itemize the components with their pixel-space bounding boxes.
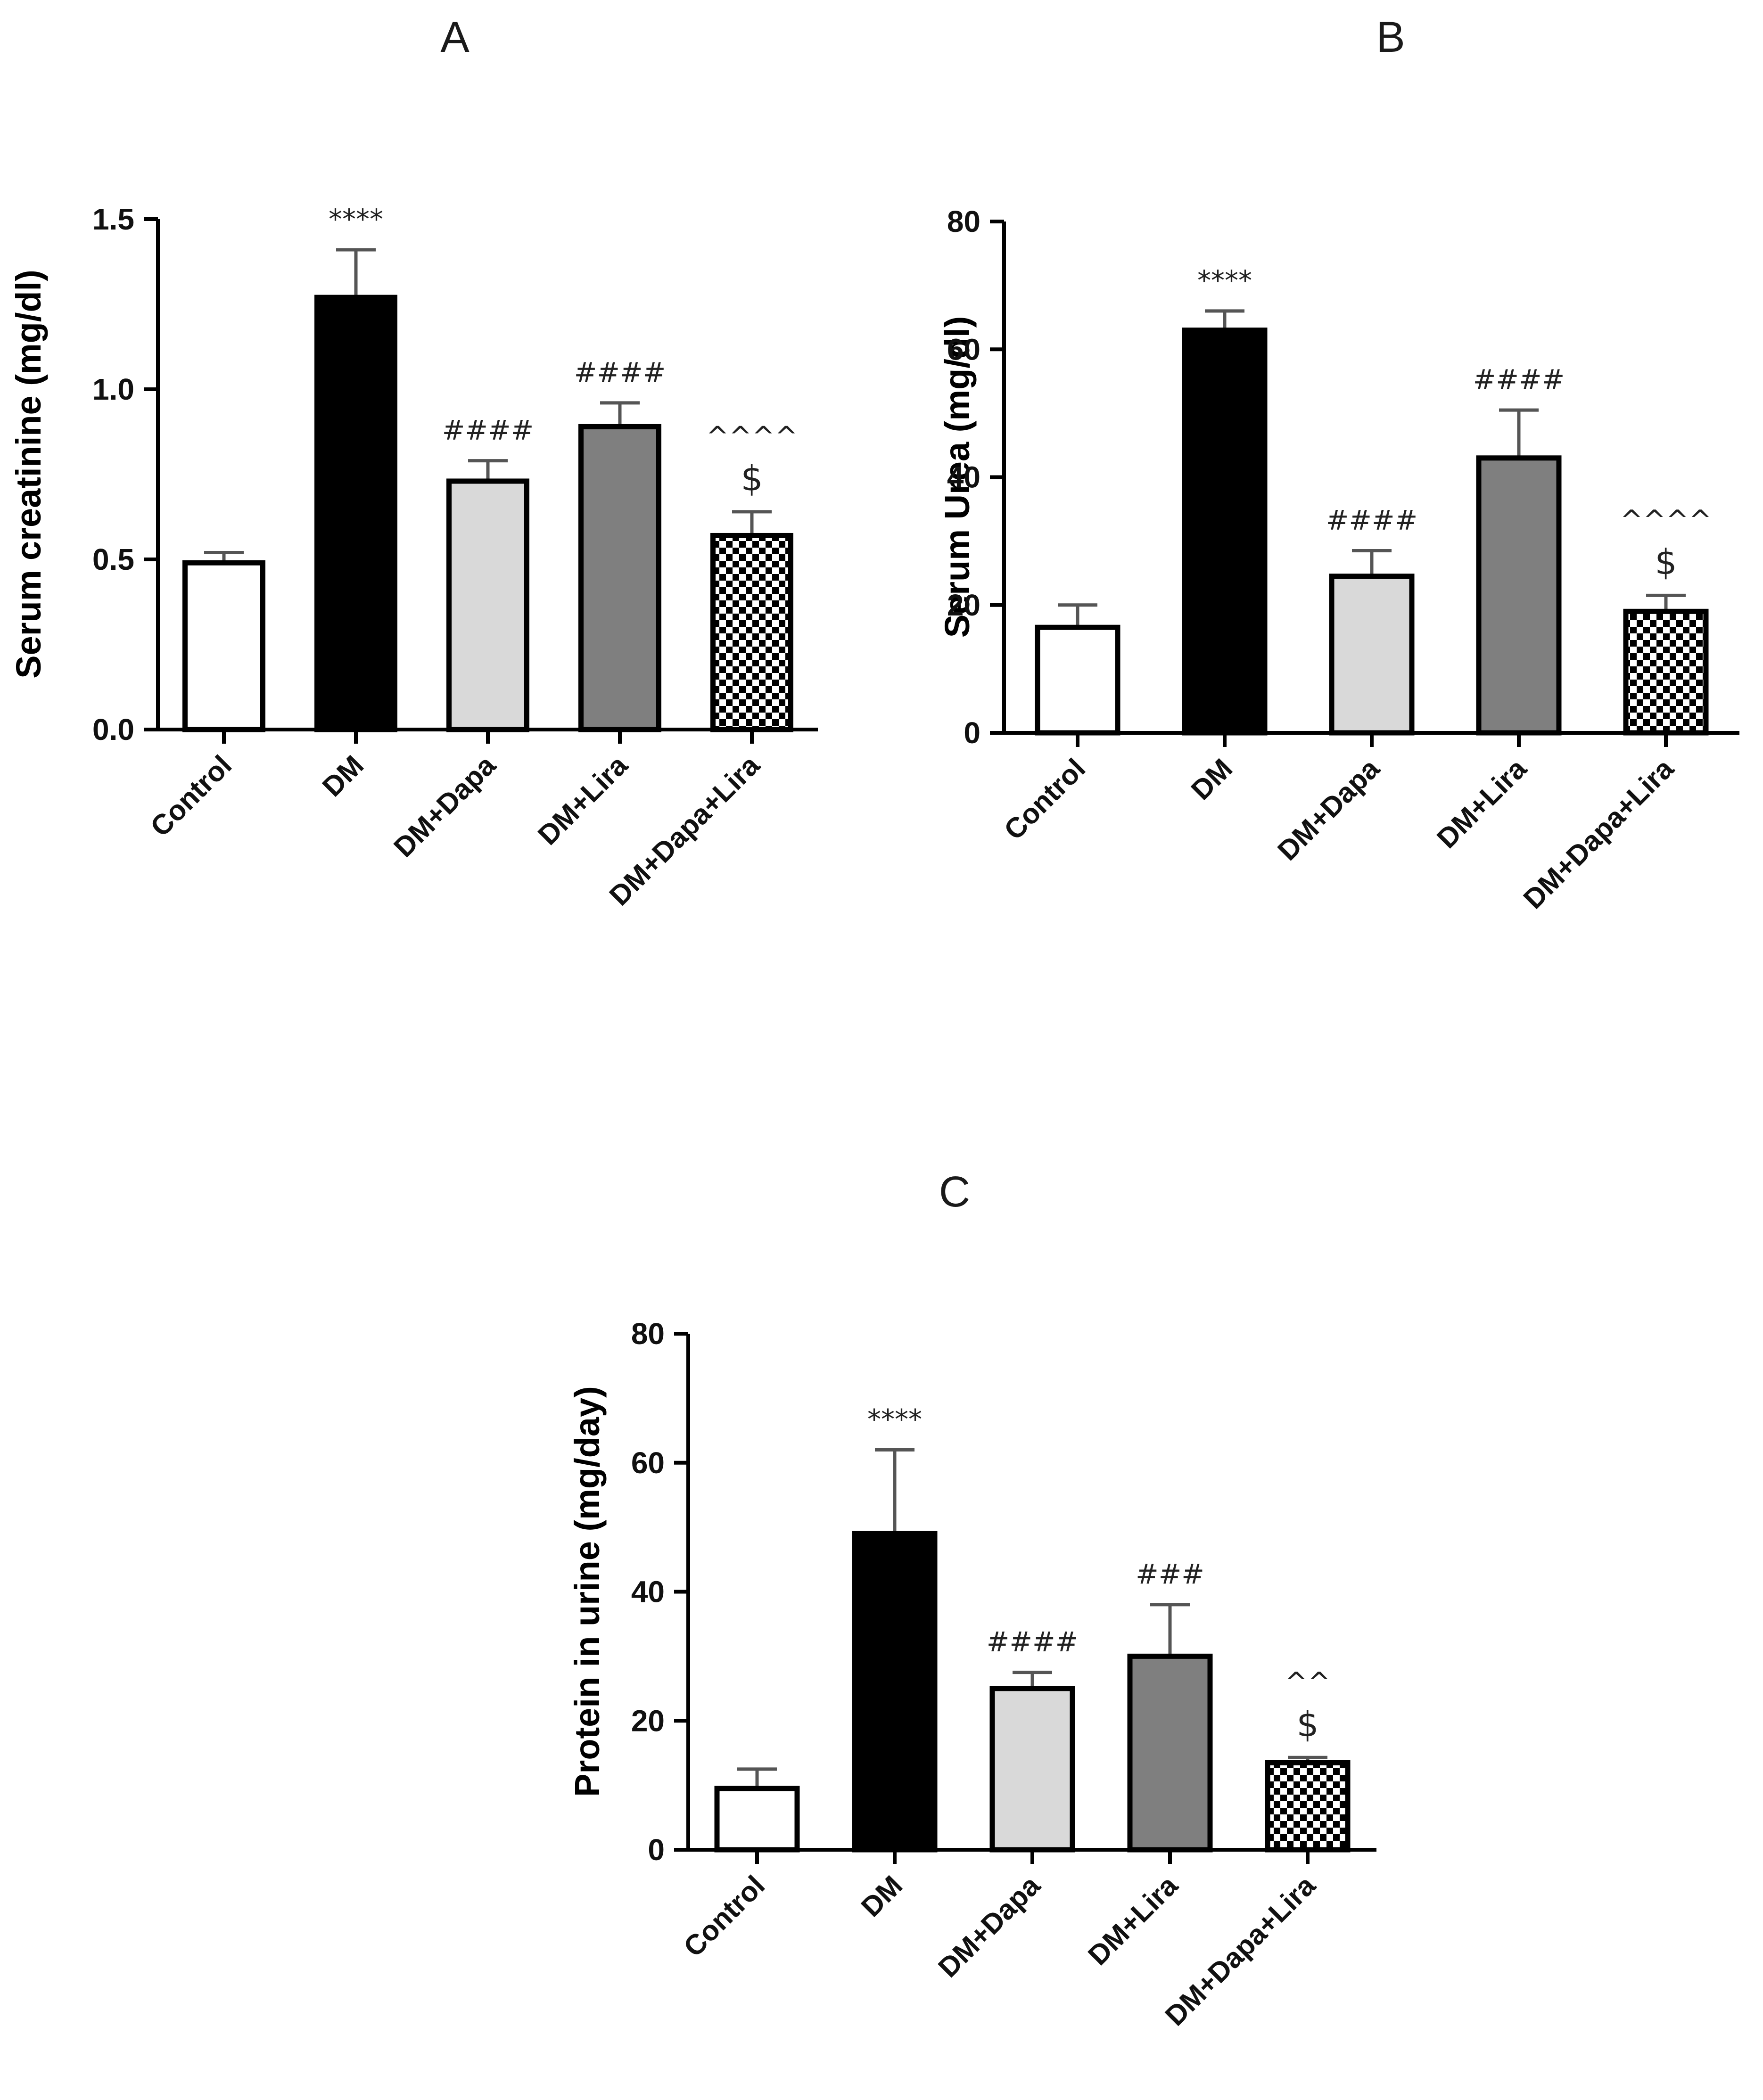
x-tick-label: DM+Dapa (932, 1869, 1046, 1983)
x-tick-label: DM+Lira (1431, 752, 1532, 854)
y-tick-label: 0 (964, 716, 980, 750)
panel-c: C Protein in urine (mg/day) 0 20 40 60 80 Contr… (568, 1168, 1376, 2032)
bar-dm (852, 1531, 938, 1853)
bar-dm-dapa (989, 1686, 1075, 1853)
significance-label: #### (1326, 504, 1417, 536)
y-tick-label: 0.0 (92, 713, 134, 746)
x-tick-label: DM+Dapa (1271, 752, 1385, 866)
significance-label: #### (987, 1626, 1078, 1658)
y-tick-label: 40 (947, 460, 980, 494)
y-tick-label: 80 (947, 205, 980, 238)
significance-label: #### (1473, 363, 1565, 395)
bar-dm (1182, 328, 1268, 736)
significance-label: #### (442, 414, 534, 446)
significance-label: ^^^^ (1620, 504, 1712, 536)
bar-dm-lira (1127, 1653, 1213, 1853)
significance-label: ^^^^ (706, 420, 798, 452)
panel-letter: A (440, 13, 470, 61)
significance-label: $ (1296, 1704, 1318, 1745)
y-tick-label: 20 (947, 588, 980, 622)
significance-label: ^^ (1285, 1666, 1330, 1698)
y-tick-label: 0 (648, 1833, 665, 1867)
significance-label: **** (1197, 264, 1252, 296)
significance-label: $ (741, 459, 763, 499)
x-tick-label: DM (855, 1870, 908, 1923)
significance-label: **** (867, 1403, 922, 1435)
significance-label: $ (1655, 542, 1677, 582)
bar-dm-lira (578, 424, 661, 732)
bar-dm-lira (1476, 455, 1562, 736)
significance-label: ### (1136, 1558, 1204, 1590)
x-tick-label: DM (1185, 753, 1238, 806)
y-axis-title: Protein in urine (mg/day) (568, 1386, 607, 1797)
panel-a: A Serum creatinine (mg/dl) 0.0 0.5 1.0 1.5 Con… (9, 13, 818, 911)
bar-control (182, 560, 265, 732)
x-tick-label: Control (998, 753, 1091, 846)
y-tick-label: 0.5 (92, 542, 134, 576)
bar-dm (314, 295, 397, 732)
y-tick-label: 40 (631, 1575, 665, 1609)
x-tick-label: DM+Lira (532, 749, 634, 851)
x-tick-label: DM+Dapa+Lira (1159, 1869, 1322, 2032)
x-tick-label: DM+Dapa (387, 749, 502, 863)
bar-control (714, 1786, 800, 1853)
y-tick-label: 1.0 (92, 372, 134, 406)
x-tick-label: DM+Lira (1082, 1869, 1184, 1971)
panel-letter: C (939, 1168, 970, 1216)
panel-b: B Serum Urea (mg/dl) 0 20 40 60 80 Control DM ***… (938, 13, 1739, 915)
bar-dm-dapa (1329, 574, 1415, 736)
y-tick-label: 20 (631, 1704, 665, 1738)
bar-control (1035, 624, 1120, 736)
bar-dm-dapa-lira (1265, 1760, 1351, 1853)
panel-letter: B (1376, 13, 1405, 61)
y-tick-label: 1.5 (92, 202, 134, 236)
y-tick-label: 60 (947, 332, 980, 366)
x-tick-label: DM+Dapa+Lira (1517, 752, 1680, 915)
x-tick-label: DM (316, 749, 370, 803)
bar-dm-dapa (446, 478, 529, 732)
bar-dm-dapa-lira (710, 533, 793, 732)
x-tick-label: Control (677, 1870, 771, 1963)
y-tick-label: 80 (631, 1317, 665, 1351)
bar-dm-dapa-lira (1623, 608, 1709, 736)
x-tick-label: Control (144, 749, 238, 843)
y-tick-label: 60 (631, 1446, 665, 1480)
y-axis-title: Serum creatinine (mg/dl) (9, 270, 48, 679)
y-axis-title: Serum Urea (mg/dl) (938, 316, 977, 638)
significance-label: #### (574, 356, 666, 388)
significance-label: **** (329, 203, 383, 235)
